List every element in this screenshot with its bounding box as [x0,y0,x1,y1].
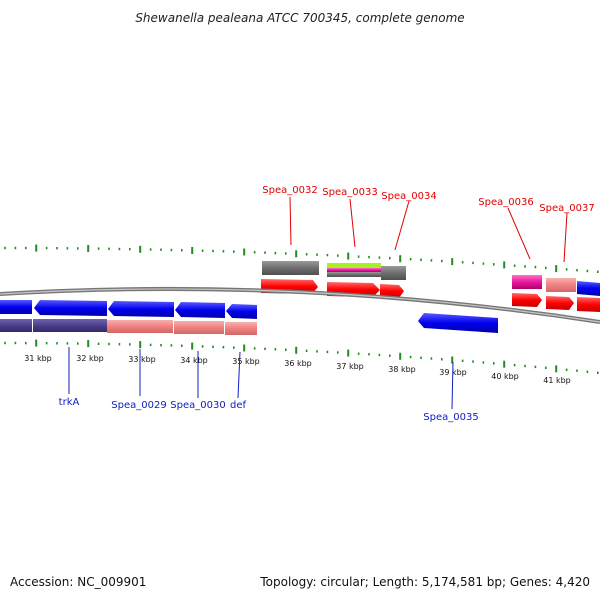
topology-text: Topology: circular; Length: 5,174,581 bp… [259,575,590,589]
gene-label-spea-0037[interactable]: Spea_0037 [539,203,594,214]
purple-feature-1 [0,319,32,332]
lower-feature-row [0,319,257,335]
leader-line [451,361,454,410]
gene-label-spea-0029[interactable]: Spea_0029 [111,400,166,411]
tick-label: 36 kbp [284,359,312,368]
gene-label-spea-0036[interactable]: Spea_0036 [478,197,533,208]
gene-label-spea-0032[interactable]: Spea_0032 [262,185,317,196]
grey-feature-2 [327,272,381,277]
tick-label: 33 kbp [128,355,156,364]
cds-spea-0037 [546,296,574,310]
upper-tick-row [4,244,599,273]
tick-labels: 31 kbp 32 kbp 33 kbp 34 kbp 35 kbp 36 kb… [24,354,571,385]
purple-feature-2 [33,319,107,332]
lower-tick-row [4,339,599,374]
backbone-highlight [0,288,600,323]
tick-label: 32 kbp [76,354,104,363]
leader-line [237,351,241,399]
cds-spea-0029 [108,301,174,317]
forward-gene-labels [289,196,568,263]
leader-line [349,198,356,248]
leader-line [394,200,410,251]
lime-feature [327,263,381,268]
cds-spea-0035 [418,313,498,333]
gene-label-trka[interactable]: trkA [59,397,80,408]
accession-text: Accession: NC_009901 [10,575,146,589]
map-title: Shewanella pealeana ATCC 700345, complet… [135,11,464,25]
magenta-feature [512,275,542,289]
leader-line [289,196,292,246]
salmon-feature-2 [107,320,173,333]
salmon-feature-3 [174,321,224,334]
gene-label-def[interactable]: def [230,400,247,411]
salmon-feature-1 [546,278,576,292]
cds-red-edge [577,297,600,312]
cds-spea-0036 [512,293,542,307]
tick-label: 38 kbp [388,365,416,374]
cds-spea-0030 [175,302,225,318]
gene-label-spea-0030[interactable]: Spea_0030 [170,400,225,411]
cds-blue-left [0,300,32,314]
salmon-feature-4 [225,322,257,335]
leader-line [563,212,568,263]
cds-spea-0034 [380,284,404,298]
gene-label-spea-0034[interactable]: Spea_0034 [381,191,436,202]
tick-label: 40 kbp [491,372,519,381]
upper-feature-row [262,261,576,292]
gene-label-spea-0033[interactable]: Spea_0033 [322,187,377,198]
gene-label-spea-0035[interactable]: Spea_0035 [423,412,478,423]
grey-feature-3 [381,266,406,280]
tick-label: 34 kbp [180,356,208,365]
tick-label: 37 kbp [336,362,364,371]
forward-cds-row [261,279,600,312]
reverse-cds-row [0,300,498,333]
tick-label: 35 kbp [232,357,260,366]
leader-line [507,207,531,260]
reverse-gene-labels [68,347,454,410]
cds-blue-edge [577,281,600,296]
magenta-stripe [327,268,381,272]
tick-label: 31 kbp [24,354,52,363]
cds-trka [34,300,107,316]
cds-def [226,304,257,319]
tick-label: 41 kbp [543,376,571,385]
grey-feature-1 [262,261,319,275]
